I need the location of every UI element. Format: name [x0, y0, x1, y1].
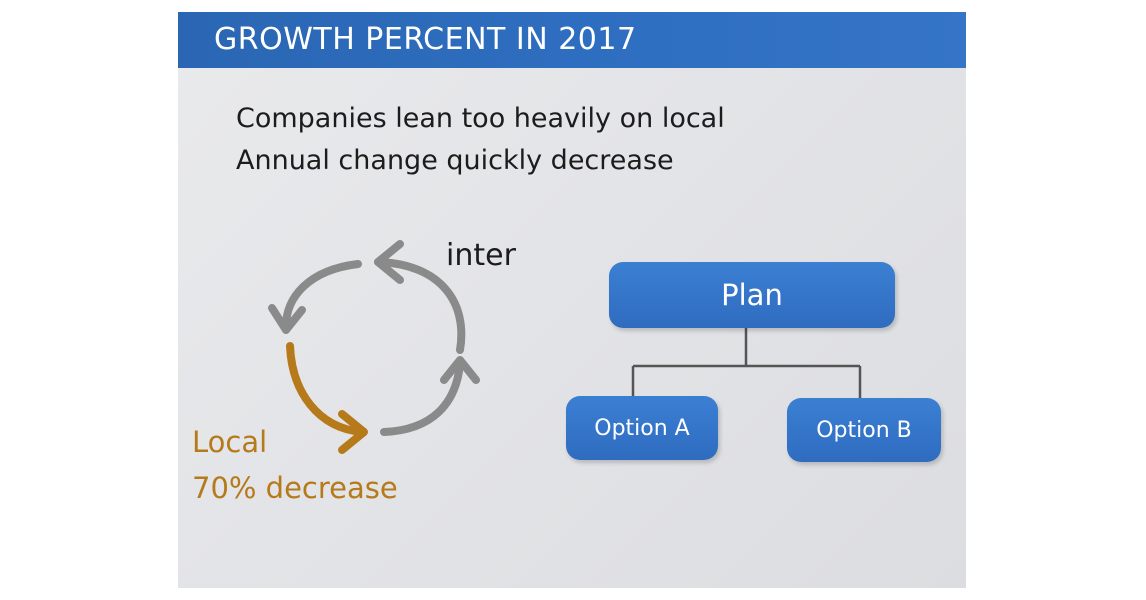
intro-line-1: Companies lean too heavily on local: [236, 103, 725, 134]
cycle-arrow-right: [380, 360, 464, 436]
option-b-box: Option B: [787, 398, 941, 462]
tree-connectors: [631, 328, 862, 398]
cycle-diagram: [268, 240, 480, 454]
cycle-label-local: Local: [192, 425, 268, 459]
cycle-label-decrease: 70% decrease: [192, 471, 398, 505]
option-a-box: Option A: [566, 396, 718, 460]
slide: GROWTH PERCENT IN 2017 Companies lean to…: [178, 12, 966, 588]
plan-box: Plan: [609, 262, 895, 328]
intro-line-2: Annual change quickly decrease: [236, 145, 674, 176]
cycle-arrowhead-left: [268, 304, 306, 334]
cycle-arrow-top: [374, 258, 466, 354]
header-bar: GROWTH PERCENT IN 2017: [178, 12, 966, 68]
cycle-arrow-local: [286, 342, 366, 436]
cycle-arrowhead-right: [440, 356, 480, 384]
cycle-arrowhead-top: [374, 240, 404, 284]
header-title: GROWTH PERCENT IN 2017: [214, 22, 637, 57]
cycle-label-inter: inter: [446, 238, 516, 273]
diagram-canvas: [268, 240, 862, 454]
cycle-arrowhead-local: [338, 410, 368, 454]
cycle-arrow-left: [282, 260, 362, 330]
